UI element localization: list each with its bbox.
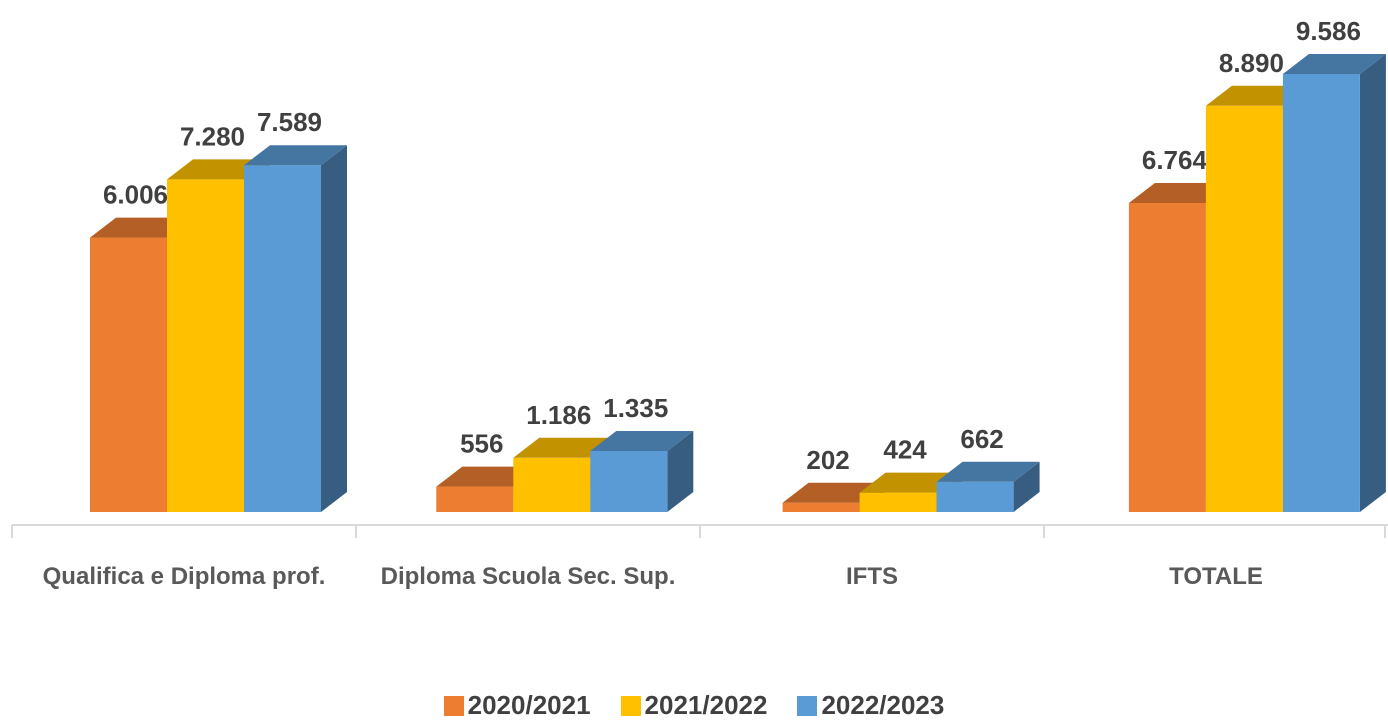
legend-item: 2020/2021 — [443, 690, 591, 721]
bar-side — [321, 145, 347, 512]
value-label: 6.006 — [103, 180, 168, 210]
bar-side — [1359, 54, 1386, 512]
bar — [936, 481, 1014, 512]
x-tick-label: IFTS — [846, 563, 898, 590]
bar — [436, 486, 514, 512]
x-tick-label: Diploma Scuola Sec. Sup. — [380, 563, 676, 590]
bar — [1282, 74, 1360, 512]
x-tick-label: TOTALE — [1169, 563, 1263, 590]
bar-top — [936, 461, 1040, 482]
value-label: 556 — [460, 429, 503, 459]
bar — [782, 502, 860, 512]
legend-swatch — [797, 695, 818, 716]
bar — [1205, 105, 1283, 512]
legend: 2020/2021 2021/2022 2022/2023 — [0, 690, 1388, 721]
x-tick-label: Qualifica e Diploma prof. — [42, 563, 326, 590]
legend-swatch — [620, 695, 641, 716]
bar — [167, 179, 244, 512]
legend-item: 2021/2022 — [620, 690, 768, 721]
legend-label: 2020/2021 — [467, 690, 591, 720]
bar — [513, 457, 591, 512]
value-label: 424 — [883, 435, 927, 465]
value-label: 1.335 — [603, 393, 668, 423]
legend-item: 2022/2023 — [797, 690, 944, 721]
bar — [590, 451, 668, 512]
legend-label: 2022/2023 — [821, 690, 945, 720]
bar-top — [1282, 54, 1386, 74]
value-label: 7.589 — [257, 107, 322, 137]
value-label: 9.586 — [1296, 16, 1361, 46]
value-label: 7.280 — [180, 121, 245, 151]
value-label: 6.764 — [1142, 145, 1208, 175]
value-label: 662 — [960, 424, 1003, 454]
bar — [1128, 202, 1206, 513]
legend-label: 2021/2022 — [644, 690, 768, 720]
bar-top — [590, 431, 694, 452]
value-label: 202 — [806, 445, 849, 475]
bar — [90, 237, 167, 512]
bar — [859, 492, 937, 512]
value-label: 1.186 — [526, 400, 591, 430]
legend-swatch — [443, 695, 464, 716]
value-label: 8.890 — [1219, 48, 1284, 78]
bar — [244, 165, 321, 512]
bar-side — [1013, 461, 1040, 512]
bar-side — [667, 431, 694, 512]
bar-top — [244, 145, 347, 166]
